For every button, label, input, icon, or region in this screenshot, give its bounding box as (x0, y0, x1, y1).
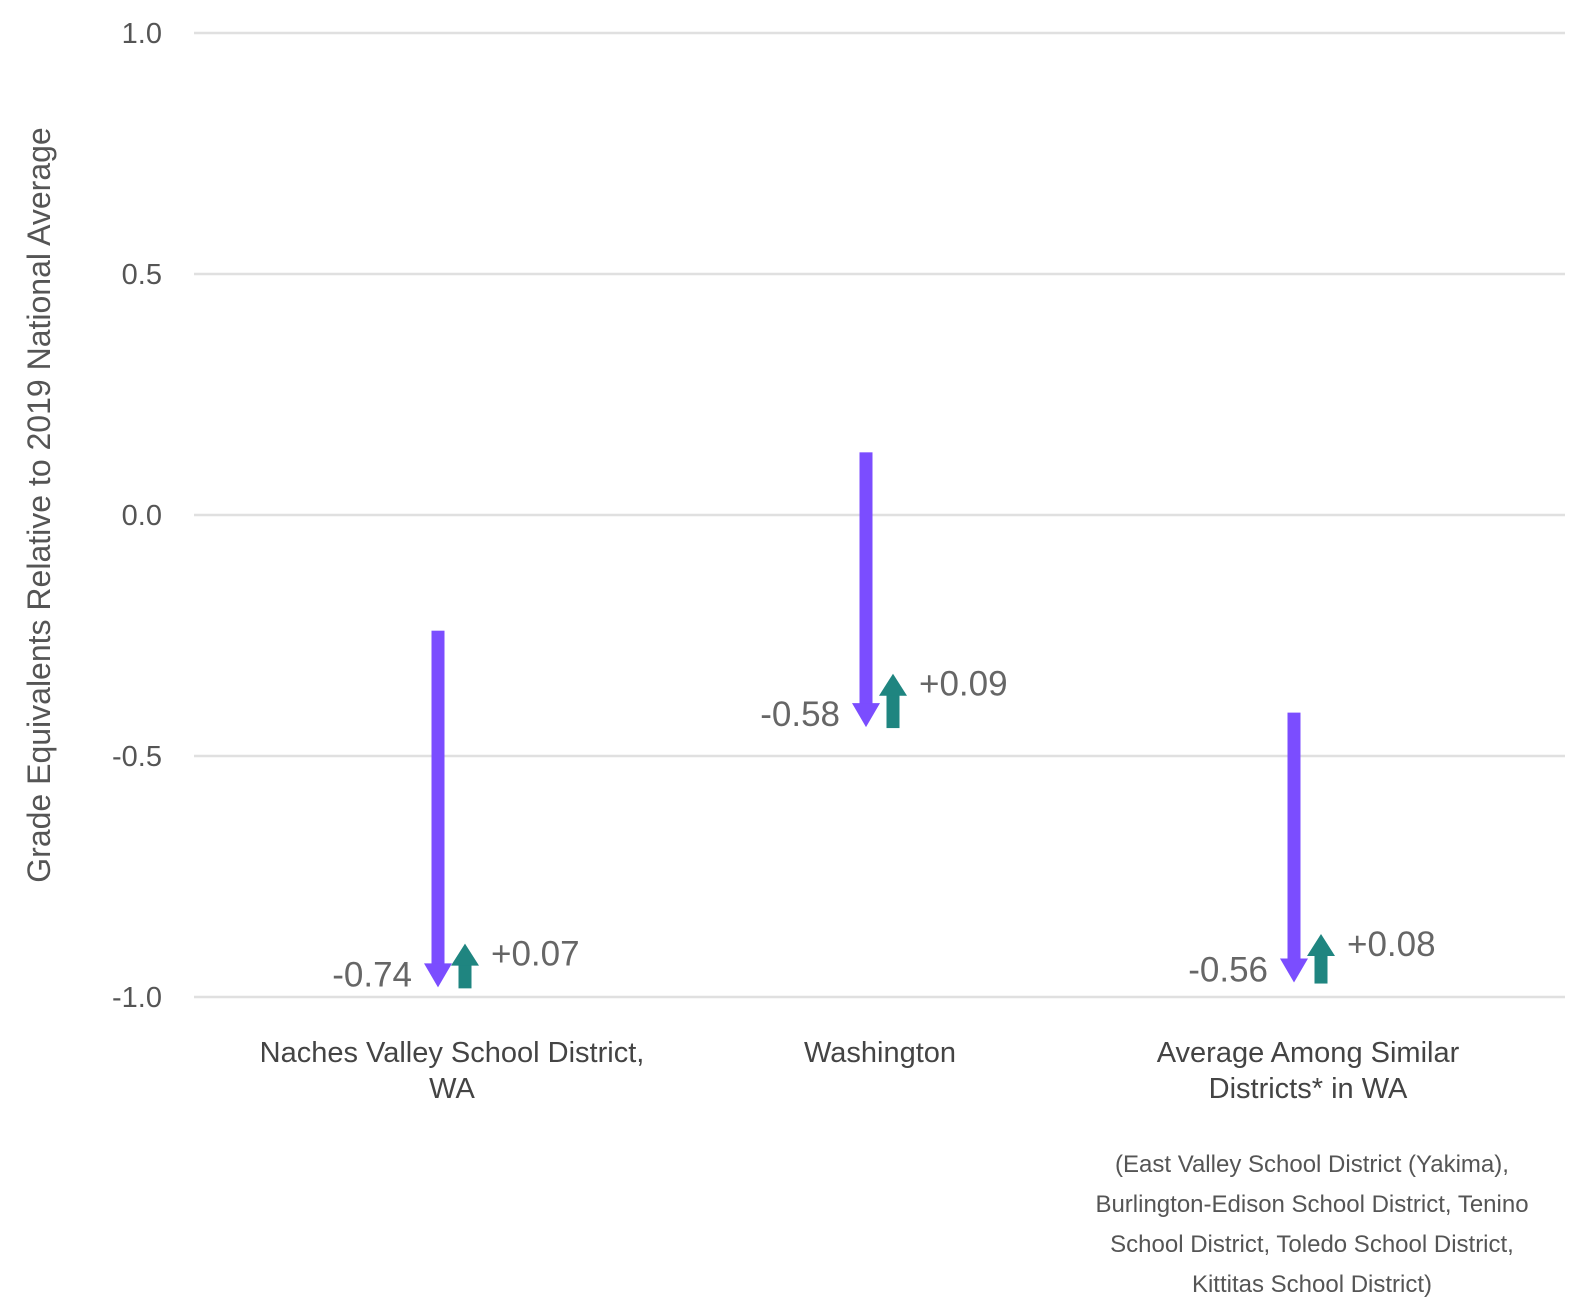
change-label: -0.56 (1188, 951, 1268, 990)
category-label: Average Among Similar (1157, 1037, 1460, 1069)
footnote-line: Kittitas School District) (1192, 1271, 1432, 1298)
recovery-arrow-shaft (1314, 953, 1328, 984)
category-label: Washington (804, 1037, 956, 1069)
recovery-label: +0.08 (1347, 925, 1436, 964)
y-axis-title: Grade Equivalents Relative to 2019 Natio… (21, 127, 57, 882)
recovery-label: +0.09 (919, 665, 1008, 704)
y-tick-label: 0.0 (122, 500, 162, 532)
y-tick-label: 1.0 (122, 18, 162, 50)
gridlines (194, 31, 1565, 999)
decline-arrow-head (1280, 958, 1308, 983)
decline-arrow-head (424, 963, 452, 988)
recovery-arrow-head (879, 673, 907, 696)
recovery-arrow-shaft (458, 963, 472, 989)
decline-arrow-shaft (1287, 712, 1301, 961)
change-label: -0.58 (760, 695, 840, 734)
decline-arrow-head (852, 703, 880, 728)
footnote-line: School District, Toledo School District, (1110, 1231, 1514, 1258)
recovery-arrow-head (1307, 933, 1335, 956)
arrow-marks: -0.74 +0.07 -0.58 +0.09 -0.56 +0.08 (332, 452, 1436, 994)
recovery-arrow-head (451, 943, 479, 966)
footnote: (East Valley School District (Yakima), Bu… (1095, 1151, 1528, 1298)
category-label: Naches Valley School District, (260, 1037, 645, 1069)
category-label: Districts* in WA (1209, 1073, 1408, 1105)
footnote-line: Burlington-Edison School District, Tenin… (1095, 1191, 1528, 1218)
y-tick-labels: 1.0 0.5 0.0 -0.5 -1.0 (112, 18, 162, 1014)
y-tick-label: -1.0 (112, 982, 162, 1014)
recovery-label: +0.07 (491, 935, 580, 974)
category-label: WA (429, 1073, 475, 1105)
decline-arrow-shaft (431, 630, 445, 966)
decline-arrow-shaft (859, 452, 873, 706)
recovery-arrow-shaft (886, 693, 900, 729)
y-tick-label: 0.5 (122, 259, 162, 291)
category-labels: Naches Valley School District, WA Washingt… (260, 1037, 1460, 1105)
footnote-line: (East Valley School District (Yakima), (1115, 1151, 1509, 1178)
change-label: -0.74 (332, 955, 412, 994)
y-tick-label: -0.5 (112, 741, 162, 773)
